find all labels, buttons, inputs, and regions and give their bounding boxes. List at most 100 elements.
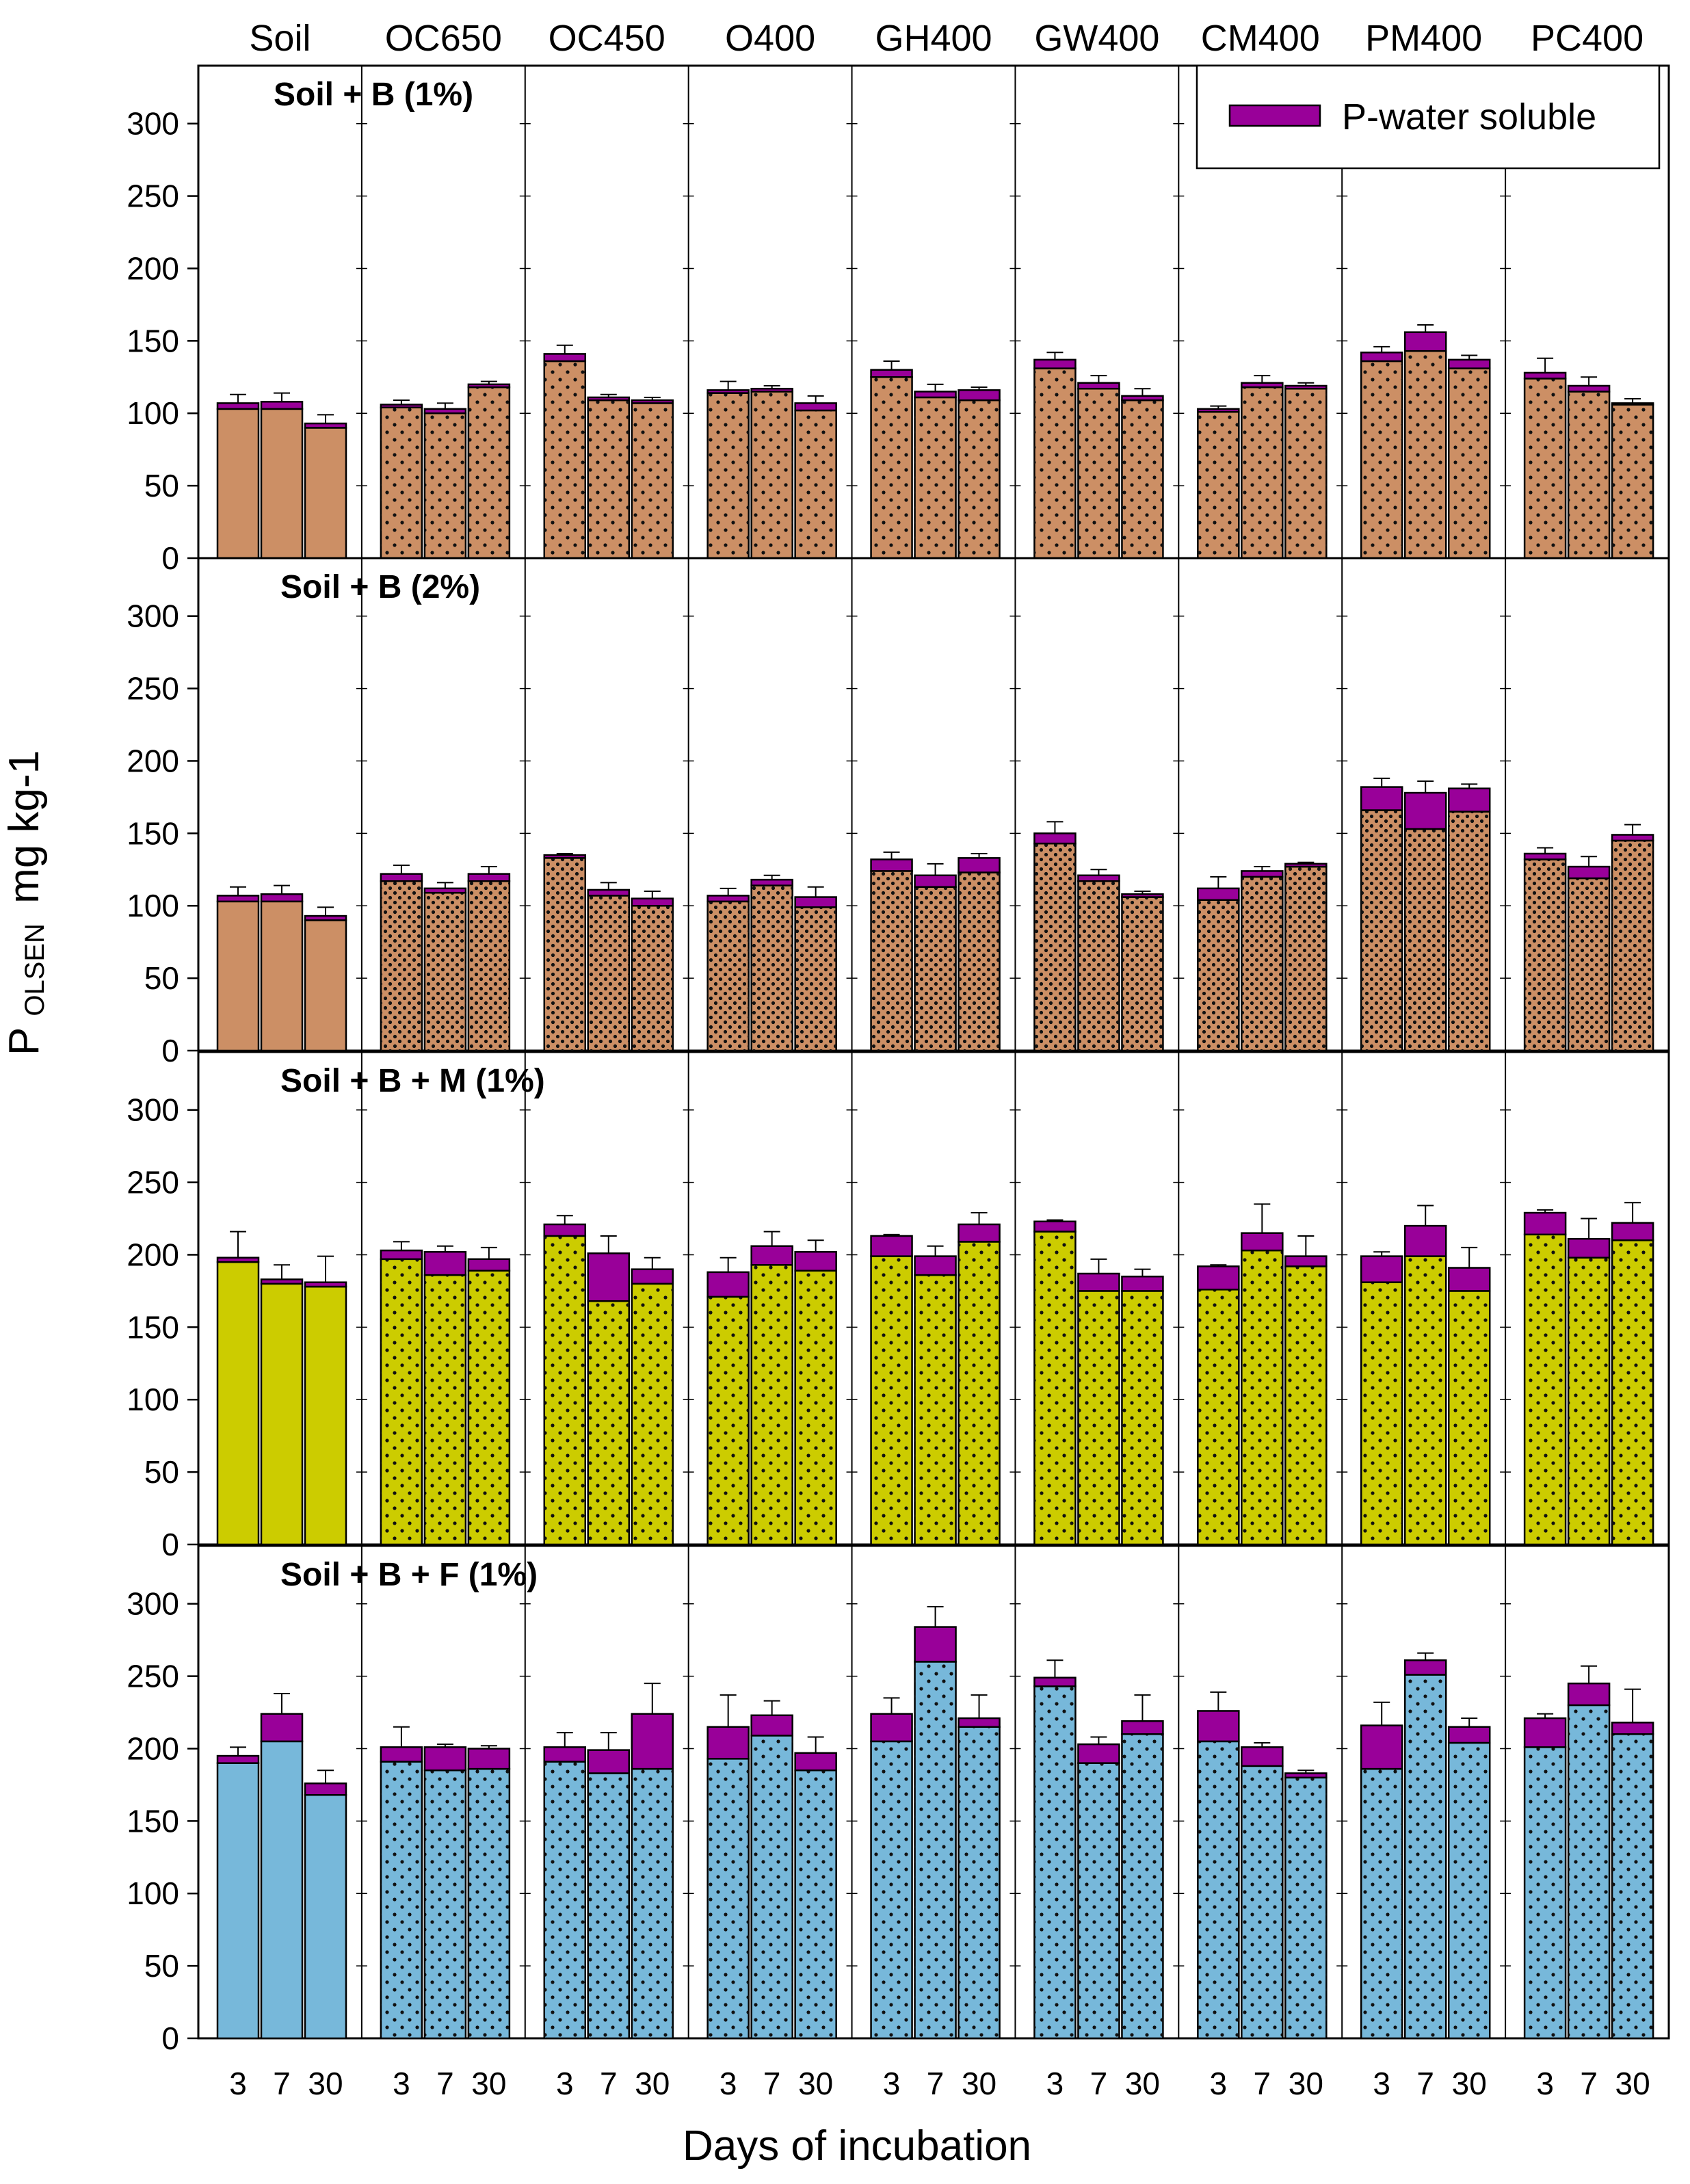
bar-pattern (751, 885, 793, 1051)
bar-pattern (1285, 389, 1327, 558)
y-tick-label: 200 (127, 1237, 179, 1272)
bar-pattern (1122, 897, 1163, 1051)
bar-p-water-soluble (587, 396, 631, 402)
x-tick-label: 7 (763, 2066, 781, 2101)
bar-pattern (1198, 1741, 1239, 2038)
bar-p-water-soluble (1567, 865, 1611, 880)
bar-pattern (424, 413, 466, 558)
bar-p-water-soluble (1403, 331, 1447, 352)
bar-p-water-soluble (216, 402, 260, 410)
bar-p-water-soluble (914, 1626, 957, 1663)
bar-pattern (914, 1275, 956, 1544)
y-axis-title-main: P (1, 1028, 48, 1055)
bar-pattern (587, 1773, 629, 2038)
x-tick-label: 3 (556, 2066, 574, 2101)
bar-p-water-soluble (1121, 893, 1164, 898)
bar-p-water-soluble (1241, 1746, 1284, 1767)
bar-pattern (1078, 1763, 1120, 2038)
bar-p-water-soluble (1567, 1237, 1611, 1259)
bar-pattern (544, 1761, 585, 2038)
legend: P-water soluble (1196, 64, 1661, 170)
x-tick-label: 30 (1125, 2066, 1160, 2101)
bar-p-water-soluble (870, 369, 913, 378)
bar-p-water-soluble (870, 858, 913, 872)
bar-p-olsen (216, 408, 260, 560)
y-tick-label: 200 (127, 250, 179, 286)
column-label: GH400 (875, 18, 992, 59)
bar-p-water-soluble (467, 1258, 511, 1272)
bar-p-water-soluble (380, 1746, 423, 1763)
bar-p-water-soluble (380, 1249, 423, 1261)
bar-pattern (1612, 1240, 1654, 1544)
bar-pattern (795, 410, 836, 558)
x-tick-label: 3 (229, 2066, 247, 2101)
y-tick-label: 50 (144, 960, 179, 996)
bar-p-water-soluble (958, 857, 1001, 873)
bar-p-water-soluble (216, 895, 260, 903)
bar-p-water-soluble (1241, 382, 1284, 389)
y-tick-label: 250 (127, 671, 179, 707)
bar-pattern (544, 361, 585, 558)
bar-p-water-soluble (707, 1726, 750, 1760)
bar-pattern (1034, 843, 1076, 1051)
bar-p-water-soluble (1611, 1222, 1654, 1241)
bar-pattern (380, 1761, 422, 2038)
bar-p-water-soluble (1197, 408, 1240, 413)
bar-pattern (380, 407, 422, 558)
y-tick-label: 300 (127, 1092, 179, 1128)
y-tick-label: 100 (127, 888, 179, 923)
y-tick-label: 200 (127, 1731, 179, 1766)
bar-p-water-soluble (1197, 887, 1240, 902)
bar-p-water-soluble (1284, 1255, 1328, 1267)
bar-p-water-soluble (958, 1717, 1001, 1728)
bar-p-water-soluble (1611, 834, 1654, 842)
bar-pattern (751, 391, 793, 558)
bar-p-olsen (260, 1282, 304, 1546)
y-tick-label: 300 (127, 1586, 179, 1622)
bar-pattern (424, 1770, 466, 2038)
y-tick-label: 150 (127, 323, 179, 358)
y-axis-title-units: mg kg-1 (1, 750, 48, 904)
bar-pattern (1568, 1705, 1610, 2038)
bar-p-water-soluble (631, 1713, 674, 1770)
bar-pattern (1122, 400, 1163, 558)
bar-p-water-soluble (423, 887, 467, 894)
bar-pattern (1449, 1291, 1490, 1544)
bar-pattern (871, 377, 912, 558)
bar-p-water-soluble (1523, 1211, 1567, 1236)
x-tick-label: 3 (1536, 2066, 1554, 2101)
bar-p-water-soluble (958, 389, 1001, 402)
bar-pattern (1568, 391, 1610, 558)
bar-pattern (468, 1270, 510, 1544)
bar-pattern (1241, 876, 1283, 1051)
bar-p-water-soluble (1523, 1717, 1567, 1748)
bar-p-water-soluble (260, 1278, 304, 1285)
bar-pattern (631, 403, 673, 558)
bar-pattern (707, 1759, 749, 2038)
bar-pattern (1198, 899, 1239, 1051)
x-tick-label: 7 (600, 2066, 618, 2101)
bar-p-water-soluble (216, 1754, 260, 1764)
bar-p-water-soluble (1360, 786, 1403, 811)
bar-p-water-soluble (260, 401, 304, 410)
x-tick-label: 7 (1090, 2066, 1108, 2101)
bar-p-water-soluble (1033, 832, 1077, 845)
bar-pattern (1524, 378, 1566, 558)
bar-p-water-soluble (1077, 1743, 1120, 1764)
bar-pattern (1078, 881, 1120, 1051)
bar-pattern (1449, 811, 1490, 1051)
y-axis-title: P OLSEN mg kg-1 (1, 750, 50, 1055)
bar-pattern (631, 1769, 673, 2038)
x-tick-label: 30 (798, 2066, 833, 2101)
bar-p-water-soluble (1567, 1682, 1611, 1707)
bar-p-water-soluble (587, 1252, 631, 1302)
y-tick-label: 50 (144, 1454, 179, 1490)
bar-p-water-soluble (707, 1271, 750, 1298)
bar-pattern (1285, 867, 1327, 1051)
bar-p-olsen (260, 900, 304, 1052)
bar-p-water-soluble (216, 1257, 260, 1263)
bar-p-olsen (304, 1285, 347, 1546)
x-tick-label: 3 (1210, 2066, 1228, 2101)
panel: 0 50 100 150 200 250 300 Soil + B (2%) (127, 557, 1670, 1068)
